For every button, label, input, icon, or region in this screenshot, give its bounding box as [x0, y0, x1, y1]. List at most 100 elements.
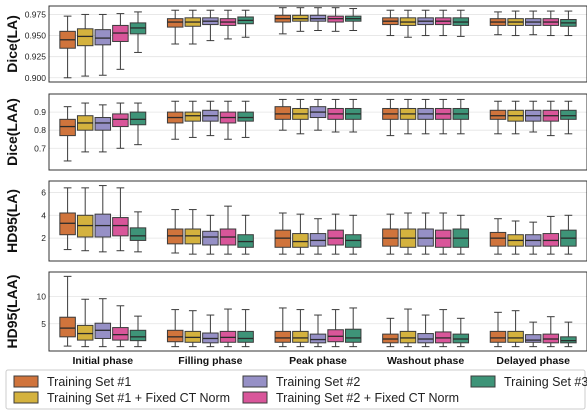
x-tick-label: Washout phase [387, 355, 464, 367]
box-delayed-phase-training-set-1-fixed-ct-norm [507, 310, 524, 348]
box-washout-phase-training-set-1-fixed-ct-norm [399, 212, 417, 255]
box-washout-phase-training-set-2 [417, 314, 434, 348]
box-washout-phase-training-set-2 [417, 212, 434, 255]
legend-item-training-set-3: Training Set #3 [470, 375, 587, 389]
box-peak-phase-training-set-1-fixed-ct-norm [292, 309, 309, 348]
box-initial-phase-training-set-2 [94, 298, 112, 348]
box-peak-phase-training-set-1-fixed-ct-norm [292, 98, 309, 135]
box-body [237, 111, 254, 122]
legend-item-training-set-2-fixed-ct-norm: Training Set #2 + Fixed CT Norm [242, 391, 459, 405]
y-tick-label: 0.900 [25, 73, 47, 83]
legend-label: Training Set #3 [504, 375, 587, 389]
box-delayed-phase-training-set-1 [489, 311, 507, 348]
box-washout-phase-training-set-1 [382, 213, 399, 255]
box-washout-phase-training-set-1-fixed-ct-norm [399, 98, 417, 135]
box-body [112, 327, 129, 341]
box-washout-phase-training-set-1-fixed-ct-norm [399, 308, 417, 348]
y-axis-label: Dice(LAA) [4, 98, 20, 166]
y-tick-label: 0.925 [25, 52, 47, 62]
box-filling-phase-training-set-1-fixed-ct-norm [184, 100, 202, 138]
box-filling-phase-training-set-1 [166, 100, 184, 140]
box-peak-phase-training-set-2 [309, 314, 327, 348]
box-filling-phase-training-set-2 [202, 9, 219, 42]
box-washout-phase-training-set-3 [452, 98, 470, 135]
box-body [129, 329, 147, 342]
box-body [184, 111, 202, 122]
box-body [344, 328, 362, 343]
box-body [524, 334, 542, 343]
legend-item-training-set-2: Training Set #2 [242, 375, 360, 389]
box-body [560, 336, 577, 344]
plot-frame [48, 271, 587, 352]
box-filling-phase-training-set-3 [237, 100, 254, 138]
box-washout-phase-training-set-1 [382, 317, 399, 348]
y-tick-label: 0.9 [34, 107, 46, 117]
legend-label: Training Set #2 + Fixed CT Norm [276, 391, 459, 405]
box-peak-phase-training-set-1-fixed-ct-norm [292, 213, 309, 255]
box-body [237, 330, 254, 343]
box-initial-phase-training-set-1 [59, 275, 76, 347]
box-filling-phase-training-set-2 [202, 100, 219, 137]
box-filling-phase-training-set-1-fixed-ct-norm [184, 9, 202, 45]
box-delayed-phase-training-set-2 [524, 321, 542, 348]
box-body [489, 109, 507, 120]
box-initial-phase-training-set-3 [129, 211, 147, 253]
box-body [202, 230, 219, 246]
plot-frame [48, 5, 587, 83]
box-body [166, 18, 184, 28]
box-filling-phase-training-set-1 [166, 209, 184, 254]
box-delayed-phase-training-set-2-fixed-ct-norm [542, 215, 560, 255]
box-body [489, 330, 507, 343]
legend-swatch [242, 391, 268, 404]
box-delayed-phase-training-set-2 [524, 100, 542, 133]
box-peak-phase-training-set-1 [274, 307, 292, 348]
box-body [59, 316, 76, 338]
box-body [112, 217, 129, 237]
box-washout-phase-training-set-1 [382, 9, 399, 37]
box-delayed-phase-training-set-1-fixed-ct-norm [507, 100, 524, 135]
box-filling-phase-training-set-2-fixed-ct-norm [219, 308, 237, 348]
box-body [94, 117, 112, 131]
box-body [76, 28, 94, 47]
box-washout-phase-training-set-2 [417, 98, 434, 135]
panels-layer: 0.900 0.925 0.950 0.975 Dice(LA) 0.7 0.8 0.9 Dic… [4, 5, 587, 352]
box-delayed-phase-training-set-2 [524, 221, 542, 255]
x-tick-label: Initial phase [72, 355, 133, 367]
box-body [112, 113, 129, 128]
box-initial-phase-training-set-2 [94, 13, 112, 76]
box-filling-phase-training-set-2-fixed-ct-norm [219, 9, 237, 40]
legend: Training Set #1 Training Set #1 + Fixed C… [5, 369, 587, 410]
box-peak-phase-training-set-1-fixed-ct-norm [292, 7, 309, 32]
panel-hd95-la: 2 4 6 HD95(LA) [4, 180, 587, 262]
legend-swatch [242, 375, 268, 388]
box-initial-phase-training-set-3 [129, 102, 147, 146]
panel-dice-la: 0.900 0.925 0.950 0.975 Dice(LA) [4, 5, 587, 83]
y-tick-label: 5 [41, 319, 46, 329]
legend-swatch [13, 375, 39, 388]
box-peak-phase-training-set-2-fixed-ct-norm [327, 7, 344, 32]
y-tick-label: 10 [37, 292, 47, 302]
y-tick-label: 0.8 [34, 125, 46, 135]
box-body [166, 329, 184, 343]
box-washout-phase-training-set-2-fixed-ct-norm [434, 212, 452, 255]
box-peak-phase-training-set-2-fixed-ct-norm [327, 98, 344, 133]
box-delayed-phase-training-set-1-fixed-ct-norm [507, 10, 524, 37]
legend-label: Training Set #2 [276, 375, 360, 389]
box-peak-phase-training-set-3 [344, 98, 362, 133]
box-peak-phase-training-set-2 [309, 218, 327, 255]
box-peak-phase-training-set-2 [309, 7, 327, 31]
box-peak-phase-training-set-3 [344, 307, 362, 348]
box-initial-phase-training-set-2 [94, 104, 112, 153]
x-tick-label: Peak phase [289, 355, 347, 367]
panel-dice-laa: 0.7 0.8 0.9 Dice(LAA) [4, 93, 587, 171]
box-filling-phase-training-set-1 [166, 9, 184, 45]
y-tick-label: 6 [41, 187, 46, 197]
box-washout-phase-training-set-2-fixed-ct-norm [434, 98, 452, 135]
legend-swatch [13, 391, 39, 404]
box-body [292, 233, 309, 248]
legend-frame [5, 369, 586, 410]
box-body [76, 324, 94, 341]
box-initial-phase-training-set-2-fixed-ct-norm [112, 13, 129, 70]
box-peak-phase-training-set-3 [344, 8, 362, 31]
box-filling-phase-training-set-1-fixed-ct-norm [184, 209, 202, 255]
